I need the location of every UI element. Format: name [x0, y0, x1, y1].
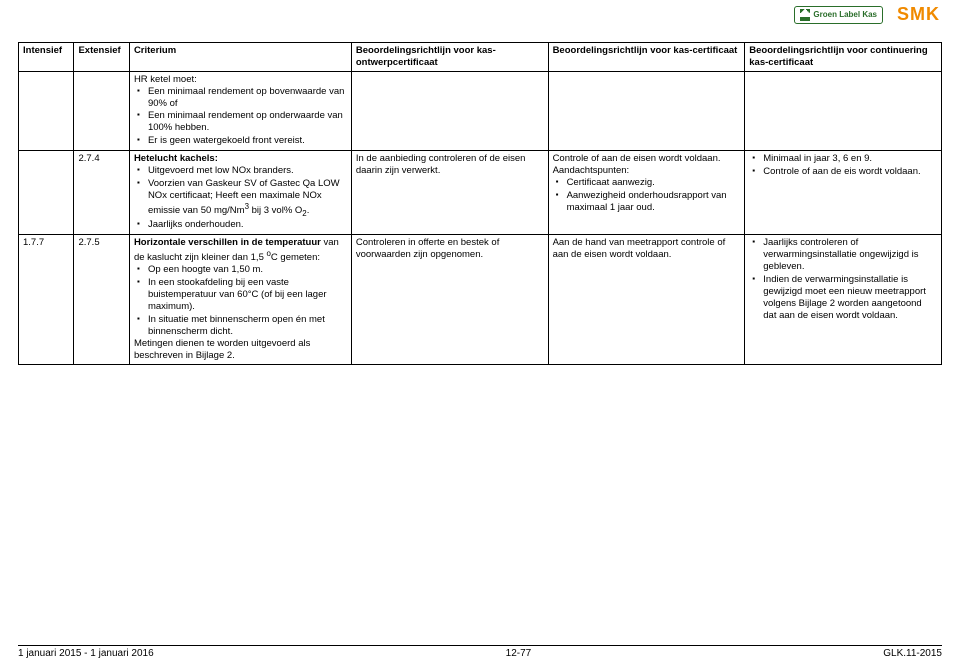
list-item: Er is geen watergekoeld front vereist.	[148, 135, 347, 147]
aandachtspunten-list: Certificaat aanwezig. Aanwezigheid onder…	[553, 177, 741, 214]
criterium-list: Uitgevoerd met low NOx branders. Voorzie…	[134, 165, 347, 231]
criterium-tail: Metingen dienen te worden uitgevoerd als…	[134, 338, 347, 362]
cell-extensief: 2.7.5	[74, 235, 129, 365]
text-line: Controle of aan de eisen wordt voldaan.	[553, 153, 741, 165]
cell-intensief	[19, 151, 74, 235]
list-item: In een stookafdeling bij een vaste buist…	[148, 277, 347, 313]
cell-continuering: Minimaal in jaar 3, 6 en 9. Controle of …	[745, 151, 942, 235]
cell-ontwerp: In de aanbieding controleren of de eisen…	[351, 151, 548, 235]
cell-kascert: Aan de hand van meetrapport controle of …	[548, 235, 745, 365]
cell-criterium: HR ketel moet: Een minimaal rendement op…	[129, 71, 351, 150]
cell-intensief	[19, 71, 74, 150]
list-item: Aanwezigheid onderhoudsrapport van maxim…	[567, 190, 741, 214]
cell-continuering: Jaarlijks controleren of verwarmingsinst…	[745, 235, 942, 365]
col-ontwerpcertificaat: Beoordelingsrichtlijn voor kas-ontwerpce…	[351, 43, 548, 72]
list-item: Certificaat aanwezig.	[567, 177, 741, 189]
logo-smk: SMK	[897, 4, 940, 25]
footer-center: 12-77	[506, 648, 532, 659]
table-header-row: Intensief Extensief Criterium Beoordelin…	[19, 43, 942, 72]
cell-extensief: 2.7.4	[74, 151, 129, 235]
cell-ontwerp: Controleren in offerte en bestek of voor…	[351, 235, 548, 365]
house-icon	[800, 9, 810, 21]
header-logos: Groen Label Kas SMK	[794, 4, 940, 25]
list-item: Een minimaal rendement op bovenwaarde va…	[148, 86, 347, 110]
criterium-list: Een minimaal rendement op bovenwaarde va…	[134, 86, 347, 147]
continuering-list: Minimaal in jaar 3, 6 en 9. Controle of …	[749, 153, 937, 178]
continuering-list: Jaarlijks controleren of verwarmingsinst…	[749, 237, 937, 321]
footer-left: 1 januari 2015 - 1 januari 2016	[18, 648, 154, 659]
criterium-list: Op een hoogte van 1,50 m. In een stookaf…	[134, 264, 347, 337]
table-row: 1.7.7 2.7.5 Horizontale verschillen in d…	[19, 235, 942, 365]
list-item: Voorzien van Gaskeur SV of Gastec Qa LOW…	[148, 178, 347, 219]
text-line: Aandachtspunten:	[553, 165, 741, 177]
col-extensief: Extensief	[74, 43, 129, 72]
logo-groen-label-kas: Groen Label Kas	[794, 6, 883, 24]
criterium-title: Hetelucht kachels:	[134, 153, 218, 164]
cell-criterium: Hetelucht kachels: Uitgevoerd met low NO…	[129, 151, 351, 235]
col-intensief: Intensief	[19, 43, 74, 72]
criterium-intro: HR ketel moet:	[134, 74, 197, 85]
logo-glk-text: Groen Label Kas	[813, 10, 877, 19]
cell-intensief: 1.7.7	[19, 235, 74, 365]
cell-continuering	[745, 71, 942, 150]
list-item: Uitgevoerd met low NOx branders.	[148, 165, 347, 177]
cell-extensief	[74, 71, 129, 150]
col-criterium: Criterium	[129, 43, 351, 72]
list-item: In situatie met binnenscherm open én met…	[148, 314, 347, 338]
list-item: Een minimaal rendement op onderwaarde va…	[148, 110, 347, 134]
page-footer: 1 januari 2015 - 1 januari 2016 12-77 GL…	[18, 645, 942, 659]
col-kascertificaat: Beoordelingsrichtlijn voor kas-certifica…	[548, 43, 745, 72]
table-row: 2.7.4 Hetelucht kachels: Uitgevoerd met …	[19, 151, 942, 235]
list-item: Controle of aan de eis wordt voldaan.	[763, 166, 937, 178]
list-item: Minimaal in jaar 3, 6 en 9.	[763, 153, 937, 165]
list-item: Op een hoogte van 1,50 m.	[148, 264, 347, 276]
cell-kascert: Controle of aan de eisen wordt voldaan. …	[548, 151, 745, 235]
col-continuering: Beoordelingsrichtlijn voor continuering …	[745, 43, 942, 72]
list-item: Indien de verwarmingsinstallatie is gewi…	[763, 274, 937, 322]
criteria-table: Intensief Extensief Criterium Beoordelin…	[18, 42, 942, 365]
criterium-title: Horizontale verschillen in de temperatuu…	[134, 237, 321, 248]
table-row: HR ketel moet: Een minimaal rendement op…	[19, 71, 942, 150]
footer-right: GLK.11-2015	[883, 648, 942, 659]
page: Groen Label Kas SMK Intensief Extensief …	[0, 0, 960, 669]
list-item: Jaarlijks controleren of verwarmingsinst…	[763, 237, 937, 273]
cell-criterium: Horizontale verschillen in de temperatuu…	[129, 235, 351, 365]
cell-ontwerp	[351, 71, 548, 150]
cell-kascert	[548, 71, 745, 150]
list-item: Jaarlijks onderhouden.	[148, 219, 347, 231]
